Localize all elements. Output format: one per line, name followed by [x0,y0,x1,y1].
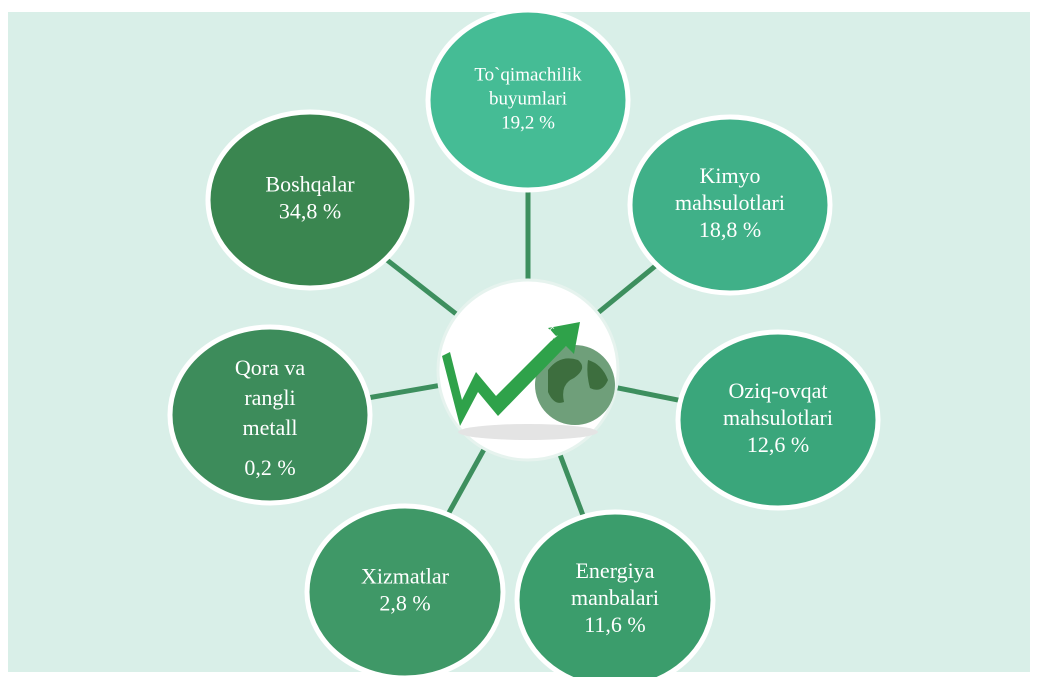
center-hub: EXPORT [438,280,618,460]
node-label: Oziq-ovqat [729,378,828,403]
node-label: manbalari [571,585,659,610]
node-label: Boshqalar [265,172,355,197]
node-value: 0,2 % [244,455,295,480]
node-value: 18,8 % [699,217,761,242]
node-value: 12,6 % [747,432,809,457]
node-label: mahsulotlari [723,405,833,430]
node-label: metall [243,415,298,440]
node-label: Xizmatlar [361,564,450,589]
node-label: Energiya [575,558,654,583]
node-label: Qora va [235,355,305,380]
node: To`qimachilik buyumlari 19,2 % [428,10,628,190]
node-label: buyumlari [489,88,567,109]
node-value: 2,8 % [379,591,430,616]
diagram: EXPORT To`qimachilik buyumlari 19,2 % Kimyo… [0,0,1040,677]
hub-shadow [458,424,598,440]
node-value: 34,8 % [279,199,341,224]
node-label: mahsulotlari [675,190,785,215]
node-label: To`qimachilik [474,64,582,85]
node-value: 11,6 % [584,612,646,637]
node-label: rangli [244,385,295,410]
node-label: Kimyo [699,163,760,188]
node-value: 19,2 % [501,112,555,133]
node: Qora va rangli metall 0,2 % [170,327,370,503]
